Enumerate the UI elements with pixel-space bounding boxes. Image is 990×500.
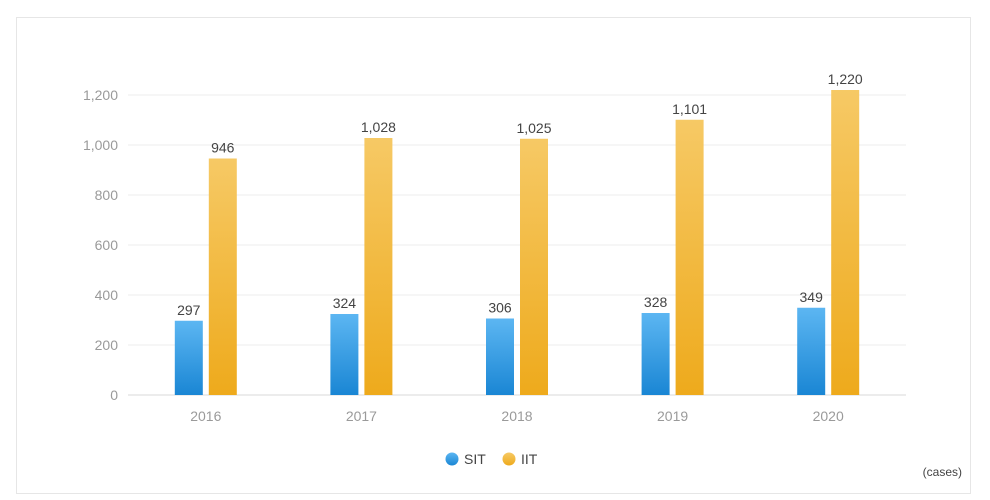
legend-marker-sit [445,452,459,466]
data-label-sit-2020: 349 [800,289,824,305]
bar-iit-2019 [675,119,704,395]
x-tick-label: 2019 [657,408,688,424]
bar-iit-2016 [208,158,237,395]
bar-sit-2018 [486,318,514,395]
data-label-iit-2020: 1,220 [828,71,863,87]
bar-iit-2018 [520,138,548,395]
x-tick-label: 2016 [190,408,221,424]
legend: SIT IIT [445,451,538,467]
y-tick-label: 200 [95,337,119,353]
legend-label-iit: IIT [521,451,538,467]
data-label-iit-2018: 1,025 [516,120,551,136]
bar-sit-2016 [174,320,203,395]
bar-sit-2017 [330,314,359,395]
bar-iit-2020 [831,90,860,395]
grid-lines [128,94,906,396]
unit-label: (cases) [922,465,962,479]
legend-marker-iit [502,452,516,466]
data-label-sit-2018: 306 [488,300,512,316]
data-label-sit-2019: 328 [644,294,668,310]
x-axis-ticks: 2016 2017 2018 2019 2020 [190,408,844,424]
y-tick-label: 600 [95,237,119,253]
bar-sit-2019 [641,313,670,395]
y-tick-label: 0 [110,387,118,403]
y-tick-label: 1,200 [83,87,118,103]
y-tick-label: 400 [95,287,119,303]
x-tick-label: 2020 [813,408,844,424]
chart-frame [16,17,971,494]
y-axis-ticks: 0 200 400 600 800 1,000 1,200 [83,87,118,403]
data-label-sit-2016: 297 [177,302,201,318]
x-tick-label: 2017 [346,408,377,424]
data-label-iit-2019: 1,101 [672,101,707,117]
legend-label-sit: SIT [464,451,486,467]
data-labels: 297 946 324 1,028 306 1,025 328 1,101 349 1,220 [177,71,863,318]
bars [174,90,860,395]
data-label-iit-2016: 946 [211,140,235,156]
y-tick-label: 800 [95,187,119,203]
data-label-iit-2017: 1,028 [361,119,396,135]
bar-iit-2017 [364,138,393,395]
x-tick-label: 2018 [501,408,532,424]
bar-sit-2020 [797,307,826,395]
data-label-sit-2017: 324 [333,295,357,311]
y-tick-label: 1,000 [83,137,118,153]
